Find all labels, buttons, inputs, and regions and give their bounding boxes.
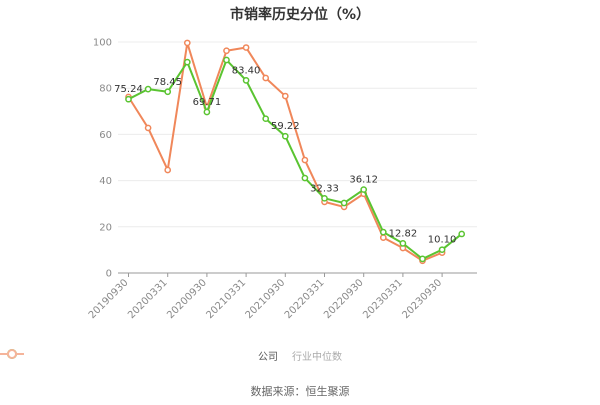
y-tick-label: 40	[99, 176, 112, 187]
data-point[interactable]	[242, 76, 250, 84]
data-point[interactable]	[164, 88, 172, 96]
data-label: 10.10	[428, 235, 457, 246]
data-point[interactable]	[164, 166, 172, 174]
data-point[interactable]	[203, 108, 211, 116]
series-industry-median	[125, 39, 446, 265]
legend-item-industry-median[interactable]: 行业中位数	[0, 348, 342, 363]
legend-item-company[interactable]: 公司	[0, 348, 278, 363]
data-source: 数据来源：恒生聚源	[250, 385, 350, 398]
data-point[interactable]	[262, 115, 270, 123]
y-tick-label: 100	[93, 38, 112, 49]
data-point[interactable]	[183, 39, 191, 47]
x-tick-label: 20200930	[165, 277, 209, 321]
data-point[interactable]	[379, 234, 387, 242]
data-point[interactable]	[301, 174, 309, 182]
data-label: 12.82	[389, 228, 418, 239]
data-point[interactable]	[223, 47, 230, 55]
y-tick-label: 60	[99, 130, 112, 141]
data-point[interactable]	[242, 44, 250, 51]
data-label: 78.45	[153, 77, 182, 88]
data-point[interactable]	[438, 246, 446, 254]
legend-line-marker-icon	[0, 349, 24, 359]
x-tick-label: 20190930	[87, 277, 131, 321]
data-point[interactable]	[281, 92, 289, 100]
data-point[interactable]	[321, 194, 328, 202]
data-label: 36.12	[349, 175, 378, 186]
data-label: 59.22	[271, 121, 300, 132]
x-tick-label: 20210331	[204, 277, 248, 321]
data-point[interactable]	[379, 228, 387, 236]
series-company	[125, 56, 466, 263]
data-point[interactable]	[301, 156, 309, 164]
legend-label: 行业中位数	[292, 352, 342, 363]
legend-label: 公司	[258, 352, 278, 363]
data-point[interactable]	[144, 124, 152, 132]
line-chart: 0204060801002019093020200331202009302021…	[87, 38, 477, 321]
chart-title: 市销率历史分位（%）	[229, 7, 371, 23]
data-label: 83.40	[232, 65, 261, 76]
data-point[interactable]	[183, 58, 191, 66]
x-tick-label: 20200331	[126, 277, 170, 321]
data-point[interactable]	[399, 240, 407, 247]
legend: 公司 行业中位数	[0, 348, 600, 363]
x-tick-label: 20220930	[322, 277, 366, 321]
x-tick-label: 20230930	[400, 277, 444, 321]
data-point[interactable]	[281, 132, 289, 140]
data-point[interactable]	[419, 255, 426, 263]
data-label: 32.33	[310, 183, 339, 194]
x-tick-label: 20220331	[283, 277, 327, 321]
data-point[interactable]	[262, 74, 270, 82]
data-label: 75.24	[114, 84, 143, 95]
x-tick-label: 20210930	[244, 277, 288, 321]
data-point[interactable]	[360, 186, 368, 193]
x-tick-label: 20230331	[361, 277, 405, 321]
data-label: 69.71	[193, 97, 222, 108]
y-tick-label: 80	[99, 84, 112, 95]
y-tick-label: 0	[106, 269, 112, 280]
data-point[interactable]	[340, 199, 348, 207]
y-tick-label: 20	[99, 222, 112, 233]
data-point[interactable]	[125, 95, 132, 103]
data-point[interactable]	[223, 56, 230, 64]
data-point[interactable]	[144, 85, 152, 93]
data-point[interactable]	[458, 230, 466, 238]
